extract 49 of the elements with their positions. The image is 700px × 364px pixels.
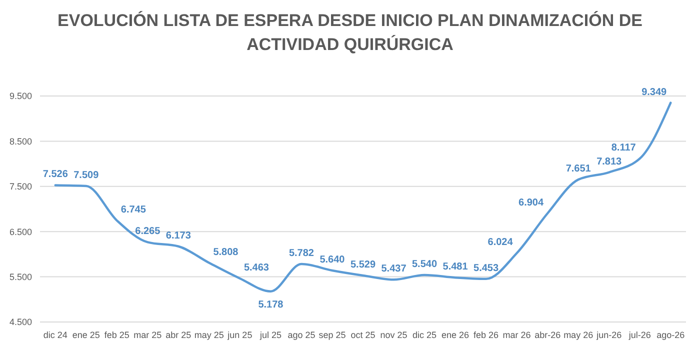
data-label: 8.117 bbox=[611, 142, 636, 154]
y-tick-label: 5.500 bbox=[9, 272, 32, 282]
x-tick-label: oct 25 bbox=[350, 330, 376, 340]
x-tick-label: mar 25 bbox=[134, 330, 162, 340]
data-label: 7.509 bbox=[74, 170, 100, 181]
x-tick-label: ene 25 bbox=[72, 330, 100, 340]
x-tick-label: ago-26 bbox=[656, 330, 685, 340]
x-tick-label: ene 26 bbox=[442, 330, 470, 340]
data-label: 5.782 bbox=[288, 248, 314, 260]
x-tick-label: feb 26 bbox=[474, 330, 499, 340]
data-label: 5.178 bbox=[258, 299, 284, 310]
x-tick-label: nov 25 bbox=[380, 330, 408, 340]
y-tick-label: 9.500 bbox=[9, 91, 32, 102]
x-tick-label: dic 24 bbox=[43, 330, 68, 340]
x-tick-label: jun-26 bbox=[596, 330, 622, 340]
x-tick-label: jun 25 bbox=[226, 330, 252, 340]
x-tick-label: jul-26 bbox=[628, 330, 651, 340]
data-label: 5.529 bbox=[350, 259, 376, 270]
x-tick-label: jul 25 bbox=[258, 330, 282, 340]
x-tick-label: sep 25 bbox=[318, 330, 346, 340]
y-tick-label: 4.500 bbox=[9, 317, 32, 328]
data-label: 5.808 bbox=[213, 246, 239, 258]
x-tick-label: abr 25 bbox=[166, 330, 192, 340]
data-label: 5.481 bbox=[442, 262, 468, 273]
data-label: 5.453 bbox=[474, 262, 499, 274]
x-tick-label: ago 25 bbox=[288, 330, 316, 340]
x-tick-label: mar 26 bbox=[502, 330, 531, 340]
x-tick-label: may 26 bbox=[564, 330, 594, 340]
x-tick-label: dic 25 bbox=[412, 330, 437, 340]
data-label: 7.526 bbox=[42, 169, 68, 180]
data-label: 6.024 bbox=[488, 237, 514, 248]
data-label: 5.540 bbox=[412, 258, 438, 270]
data-label: 9.349 bbox=[642, 86, 668, 98]
y-tick-label: 8.500 bbox=[9, 136, 32, 146]
data-label: 6.904 bbox=[518, 197, 544, 208]
x-tick-label: abr-26 bbox=[534, 330, 561, 340]
data-label: 6.745 bbox=[120, 204, 146, 216]
data-label: 5.437 bbox=[381, 264, 407, 275]
data-label: 5.640 bbox=[320, 254, 346, 266]
y-tick-label: 6.500 bbox=[9, 226, 32, 237]
chart-title: EVOLUCIÓN LISTA DE ESPERA DESDE INICIO PLAN DINAMIZACIÓN DE ACTIVIDAD QUIRÚRGICA bbox=[58, 10, 642, 54]
data-label: 5.463 bbox=[244, 262, 270, 274]
data-label: 7.813 bbox=[596, 156, 622, 168]
x-tick-label: may 25 bbox=[194, 330, 224, 340]
y-tick-label: 7.500 bbox=[9, 182, 32, 192]
data-label: 6.173 bbox=[166, 230, 192, 242]
data-label: 7.651 bbox=[566, 164, 592, 175]
x-tick-label: feb 25 bbox=[104, 330, 130, 340]
data-label: 6.265 bbox=[135, 226, 161, 238]
